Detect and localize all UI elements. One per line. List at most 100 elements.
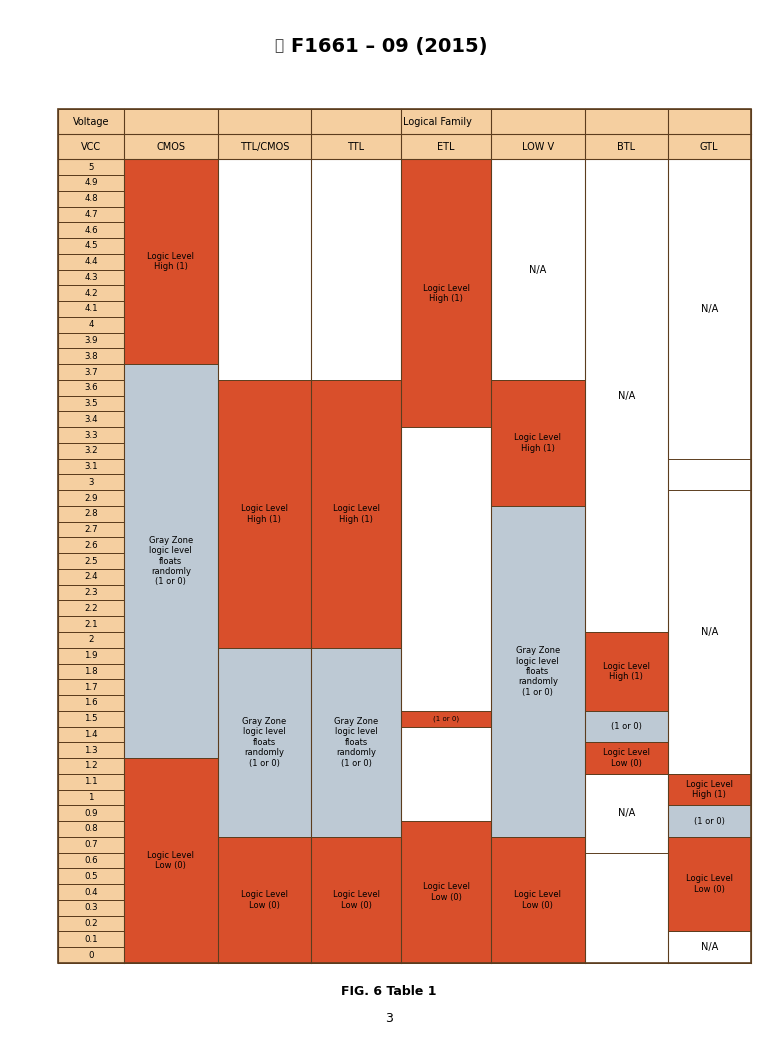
Text: 2.6: 2.6 xyxy=(85,541,98,550)
Text: Logic Level
High (1): Logic Level High (1) xyxy=(147,252,194,272)
Bar xyxy=(58,742,124,758)
Bar xyxy=(311,380,401,648)
Text: 4.4: 4.4 xyxy=(85,257,98,266)
Bar xyxy=(124,134,218,159)
Bar xyxy=(124,109,751,134)
Text: 3.4: 3.4 xyxy=(85,414,98,424)
Text: 5: 5 xyxy=(89,162,94,172)
Bar xyxy=(58,711,124,727)
Text: 2.2: 2.2 xyxy=(85,604,98,613)
Text: 2.3: 2.3 xyxy=(85,588,98,598)
Text: Logic Level
Low (0): Logic Level Low (0) xyxy=(147,850,194,870)
Bar xyxy=(668,837,751,932)
Bar xyxy=(58,932,124,947)
Bar xyxy=(58,333,124,349)
Bar xyxy=(58,695,124,711)
Bar xyxy=(58,899,124,916)
Text: 3: 3 xyxy=(89,478,94,487)
Bar xyxy=(401,821,491,963)
Text: Logic Level
High (1): Logic Level High (1) xyxy=(514,433,562,453)
Bar xyxy=(491,159,584,963)
Bar xyxy=(58,663,124,680)
Bar xyxy=(58,238,124,254)
Text: 0.8: 0.8 xyxy=(85,824,98,834)
Bar xyxy=(58,727,124,742)
Text: 3: 3 xyxy=(385,1012,393,1024)
Bar xyxy=(491,506,584,837)
Bar xyxy=(58,806,124,821)
Text: 2.4: 2.4 xyxy=(85,573,98,581)
Bar xyxy=(58,537,124,553)
Bar xyxy=(58,316,124,333)
Text: N/A: N/A xyxy=(618,390,635,401)
Bar xyxy=(58,109,124,134)
Bar xyxy=(58,490,124,506)
Text: 0.2: 0.2 xyxy=(85,919,98,928)
Bar xyxy=(58,884,124,899)
Text: Logic Level
Low (0): Logic Level Low (0) xyxy=(685,874,733,894)
Text: 4.7: 4.7 xyxy=(85,210,98,219)
Text: 1.3: 1.3 xyxy=(85,745,98,755)
Bar xyxy=(124,364,218,758)
Bar xyxy=(58,191,124,206)
Bar xyxy=(58,475,124,490)
Bar xyxy=(58,789,124,806)
Bar xyxy=(58,285,124,301)
Text: 1.9: 1.9 xyxy=(85,652,98,660)
Bar xyxy=(584,632,668,711)
Text: N/A: N/A xyxy=(701,304,718,314)
Bar xyxy=(58,206,124,223)
Text: Logic Level
Low (0): Logic Level Low (0) xyxy=(422,883,470,902)
Bar xyxy=(58,632,124,648)
Bar xyxy=(58,427,124,442)
Bar xyxy=(584,159,668,632)
Bar xyxy=(491,837,584,963)
Text: ETL: ETL xyxy=(437,142,455,152)
Text: 1.1: 1.1 xyxy=(85,778,98,786)
Text: F1661 – 09 (2015): F1661 – 09 (2015) xyxy=(291,37,487,56)
Text: (1 or 0): (1 or 0) xyxy=(433,715,459,721)
Bar xyxy=(668,806,751,837)
Bar xyxy=(218,837,311,963)
Bar xyxy=(58,773,124,789)
Bar xyxy=(401,711,491,727)
Text: 4.8: 4.8 xyxy=(85,195,98,203)
Text: 2.7: 2.7 xyxy=(85,525,98,534)
Text: Logic Level
High (1): Logic Level High (1) xyxy=(603,662,650,681)
Bar xyxy=(58,616,124,632)
Text: 1.5: 1.5 xyxy=(85,714,98,723)
Bar xyxy=(311,159,401,963)
Text: 0: 0 xyxy=(89,950,94,960)
Bar xyxy=(218,380,311,648)
Bar xyxy=(58,459,124,475)
Bar xyxy=(58,868,124,884)
Text: 3.2: 3.2 xyxy=(85,447,98,455)
Text: 0.3: 0.3 xyxy=(85,904,98,912)
Text: 4: 4 xyxy=(89,321,94,329)
Bar xyxy=(668,159,751,963)
Bar xyxy=(584,742,668,773)
Text: Logic Level
Low (0): Logic Level Low (0) xyxy=(241,890,288,910)
Bar xyxy=(58,947,124,963)
Text: 0.7: 0.7 xyxy=(85,840,98,849)
Bar xyxy=(58,109,751,963)
Bar xyxy=(58,442,124,459)
Text: 4.3: 4.3 xyxy=(85,273,98,282)
Bar xyxy=(491,159,584,380)
Bar xyxy=(58,223,124,238)
Text: 0.4: 0.4 xyxy=(85,888,98,896)
Bar xyxy=(218,159,311,963)
Bar xyxy=(124,159,218,364)
Text: BTL: BTL xyxy=(617,142,635,152)
Bar xyxy=(58,569,124,585)
Bar xyxy=(58,349,124,364)
Text: N/A: N/A xyxy=(701,942,718,953)
Text: 2.5: 2.5 xyxy=(85,557,98,565)
Text: 1.8: 1.8 xyxy=(85,667,98,676)
Bar xyxy=(58,411,124,427)
Bar xyxy=(58,553,124,569)
Text: Logic Level
Low (0): Logic Level Low (0) xyxy=(332,890,380,910)
Text: Gray Zone
logic level
floats
randomly
(1 or 0): Gray Zone logic level floats randomly (1… xyxy=(242,717,286,767)
Text: 4.2: 4.2 xyxy=(85,288,98,298)
Text: 3.1: 3.1 xyxy=(85,462,98,471)
